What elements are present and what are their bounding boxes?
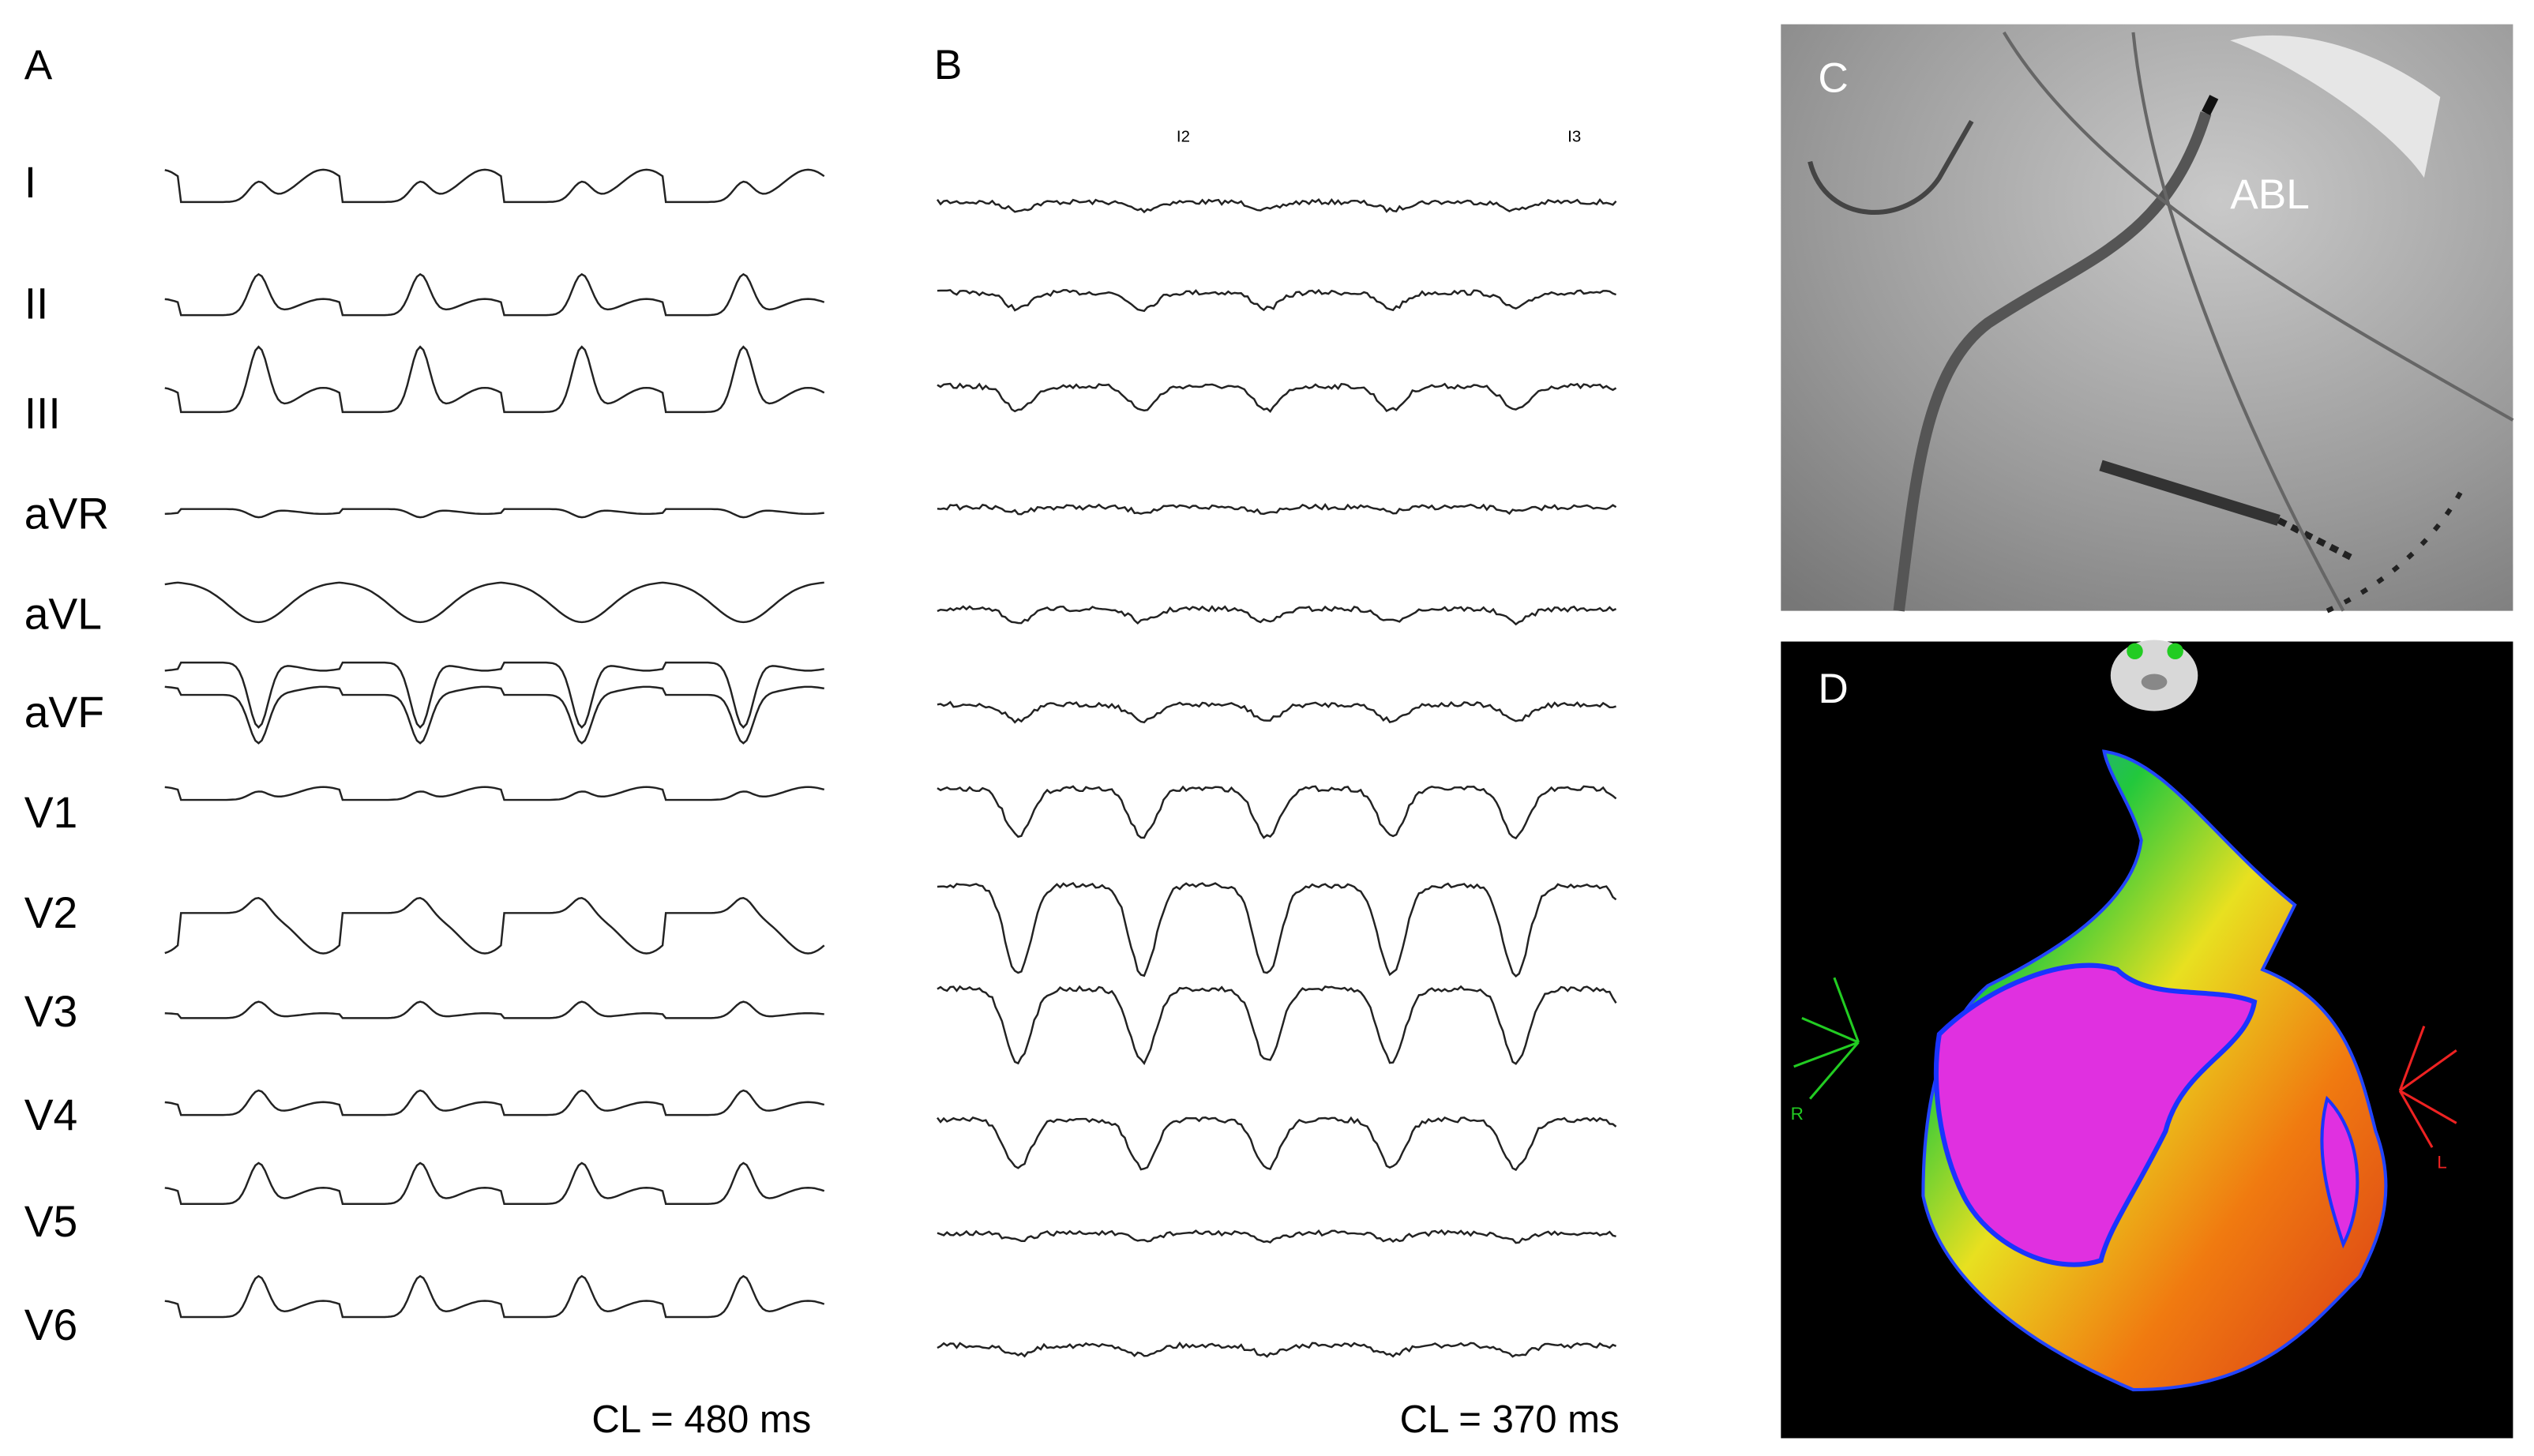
lead-label: II	[24, 279, 49, 328]
ecg-trace	[937, 1229, 1616, 1244]
lead-label: aVR	[24, 490, 109, 538]
panel-label: A	[24, 42, 53, 88]
lead-label: aVL	[24, 589, 102, 638]
ecg-trace	[164, 168, 825, 204]
ecg-trace	[937, 288, 1616, 313]
panel-label: D	[1818, 666, 1848, 712]
ecg-trace	[164, 1274, 825, 1319]
ecg-trace	[937, 605, 1617, 626]
ecg-trace	[164, 685, 824, 745]
scar-region	[2320, 1095, 2359, 1249]
head-icon	[2110, 640, 2198, 711]
axis-label: L	[2437, 1153, 2447, 1173]
ecg-trace	[164, 786, 825, 801]
ecg-trace	[937, 1116, 1617, 1172]
lead-label: V1	[24, 788, 78, 837]
ecg-traces	[164, 168, 1617, 1358]
ecg-trace	[937, 503, 1617, 516]
ecg-trace	[937, 197, 1617, 214]
lead-label: aVF	[24, 688, 104, 737]
lead-label: V3	[24, 987, 78, 1036]
ecg-trace	[937, 881, 1617, 978]
lead-label: V4	[24, 1090, 78, 1139]
lead-label: I	[24, 158, 36, 207]
catheter-label: ABL	[2230, 171, 2310, 218]
ecg-trace	[164, 581, 824, 624]
ecg-trace	[164, 1000, 824, 1019]
ecg-trace	[164, 1089, 825, 1116]
ecg-trace	[164, 508, 824, 519]
ecg-trace	[164, 345, 825, 414]
ecg-trace	[937, 785, 1617, 840]
marker-label: I2	[1177, 127, 1190, 145]
cycle-length: CL = 480 ms	[591, 1398, 811, 1441]
ecg-trace	[164, 661, 824, 729]
lead-label: III	[24, 389, 61, 438]
ecg-trace	[937, 1342, 1617, 1358]
ecg-trace	[937, 985, 1617, 1065]
lead-label: V2	[24, 888, 78, 937]
ecg-trace	[937, 382, 1617, 413]
ecg-trace	[164, 272, 825, 317]
lead-label: V5	[24, 1197, 78, 1246]
panel-label: C	[1818, 54, 1848, 101]
cycle-length: CL = 370 ms	[1400, 1398, 1620, 1441]
marker-label: I3	[1567, 127, 1581, 145]
ecg-trace	[164, 897, 825, 955]
ecg-trace	[937, 700, 1616, 724]
axis-label: R	[1791, 1104, 1804, 1124]
panel-label: B	[934, 42, 963, 88]
catheters	[1808, 31, 2514, 614]
orientation-axes	[1793, 977, 2457, 1148]
scar-region	[1933, 963, 2258, 1267]
ecg-trace	[164, 1161, 825, 1205]
lead-label: V6	[24, 1300, 78, 1349]
